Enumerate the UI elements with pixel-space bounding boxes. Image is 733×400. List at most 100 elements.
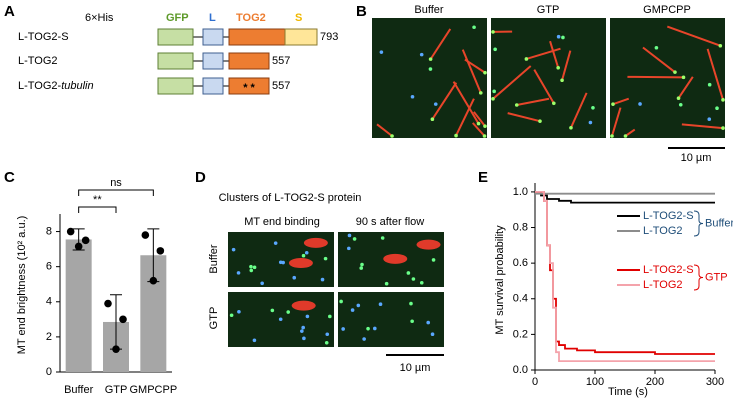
end-spot: [482, 134, 487, 138]
y-axis-label: MT end brightness (10² a.u.): [16, 216, 28, 355]
micrograph: [372, 18, 487, 138]
spot: [372, 326, 377, 331]
spot: [406, 271, 411, 275]
condition-label: GTP: [537, 4, 560, 16]
y-tick-label: 0.4: [513, 293, 528, 305]
spot: [359, 266, 364, 270]
micrograph: [610, 18, 725, 138]
residue-count: 557: [272, 80, 290, 92]
linker-domain: [202, 77, 224, 95]
data-point: [112, 345, 120, 353]
spot: [352, 237, 357, 241]
y-tick-label: 1.0: [513, 186, 528, 198]
x-tick-label: 300: [706, 376, 724, 388]
spot: [281, 260, 285, 265]
y-tick-label: 2: [46, 331, 52, 343]
micrograph: [338, 232, 444, 287]
y-tick-label: 6: [46, 261, 52, 273]
spot: [410, 319, 414, 324]
filament: [611, 107, 622, 137]
filament: [492, 65, 532, 100]
end-spot: [524, 57, 529, 61]
end-spot: [491, 97, 495, 101]
spot: [231, 247, 236, 252]
data-point: [74, 242, 83, 251]
y-tick-label: 0.0: [513, 364, 528, 376]
spot: [411, 277, 416, 281]
mutation-mark: * *: [243, 82, 255, 94]
spot: [362, 337, 366, 341]
x-tick-label: GMPCPP: [129, 384, 177, 396]
end-spot: [454, 133, 458, 138]
end-spot: [676, 96, 681, 101]
spot: [419, 280, 424, 285]
end-spot: [673, 70, 677, 74]
residue-count: 557: [272, 55, 290, 67]
spot: [260, 281, 264, 286]
legend-label: L-TOG2-S: [643, 264, 694, 276]
end-spot: [430, 117, 435, 122]
cluster: [416, 239, 441, 250]
spot: [347, 246, 351, 251]
data-point: [119, 315, 127, 324]
panel-label: C: [4, 169, 15, 186]
panel-label: E: [478, 169, 488, 186]
residue-count: 793: [320, 31, 338, 43]
spot: [678, 102, 683, 107]
domain-label: S: [295, 12, 302, 24]
micrograph: [228, 292, 334, 347]
gfp-domain: [157, 28, 194, 46]
filament: [570, 92, 588, 129]
end-spot: [514, 103, 519, 107]
spot: [410, 94, 415, 99]
name: L-TOG2-: [18, 80, 62, 92]
spot: [305, 314, 310, 319]
spot: [292, 275, 297, 280]
filament: [681, 123, 724, 130]
end-spot: [556, 65, 560, 70]
spot: [325, 332, 330, 337]
data-point: [141, 231, 150, 239]
spot: [556, 34, 561, 39]
spot: [715, 106, 719, 110]
spot: [270, 308, 275, 313]
spot: [341, 327, 345, 331]
filament: [627, 75, 684, 79]
filament: [549, 40, 560, 69]
panel-label: D: [195, 169, 206, 186]
data-point: [104, 299, 112, 308]
panel-label: A: [4, 3, 15, 20]
end-spot: [721, 98, 725, 102]
filament: [677, 76, 694, 99]
name: L-TOG2-S: [18, 31, 69, 43]
image-bg: [491, 18, 606, 138]
spot: [328, 314, 332, 319]
cluster: [303, 237, 328, 248]
x-tick-label: Buffer: [64, 384, 93, 396]
filament: [376, 123, 393, 137]
tag-label: 6×His: [85, 12, 114, 24]
end-spot: [610, 134, 614, 138]
spot: [237, 309, 241, 314]
filament: [461, 49, 482, 94]
spot: [249, 264, 253, 269]
end-spot: [718, 43, 723, 48]
filament: [455, 98, 475, 137]
spot: [302, 336, 306, 341]
filament: [464, 58, 486, 74]
filament: [561, 50, 572, 81]
spot: [301, 253, 306, 258]
end-spot: [491, 30, 495, 34]
cluster: [291, 300, 316, 311]
row-label: Buffer: [208, 244, 220, 273]
column-label: 90 s after flow: [356, 216, 425, 228]
spot: [378, 302, 383, 306]
end-spot: [476, 121, 481, 126]
end-spot: [569, 125, 573, 130]
spot: [229, 313, 234, 318]
spot: [492, 89, 496, 94]
domain-label: TOG2: [236, 12, 266, 24]
tog2-domain: [228, 77, 270, 95]
name: L-TOG2: [18, 55, 58, 67]
spot: [431, 258, 436, 262]
